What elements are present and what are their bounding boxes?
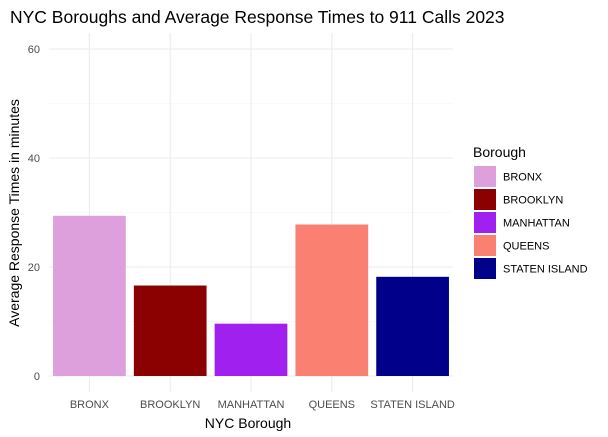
x-axis-ticks: BRONX BROOKLYN MANHATTAN QUEENS STATEN ISLAN… [70,399,455,411]
legend-key [474,189,496,210]
y-tick-label: 20 [28,262,40,274]
bar-bronx [53,215,126,376]
legend-title: Borough [473,144,526,160]
legend-key [474,166,496,187]
x-tick-label: BROOKLYN [140,399,200,411]
legend-key [474,212,496,233]
legend-label: BRONX [503,172,543,184]
legend-key [474,235,496,256]
y-tick-label: 60 [28,44,40,56]
legend-label: STATEN ISLAND [503,264,588,276]
bar-queens [295,224,369,376]
bar-manhattan [214,323,288,376]
y-tick-label: 0 [34,371,40,383]
legend: Borough BRONX BROOKLYN MANHATTAN QUEENS STAT… [473,144,588,279]
legend-label: MANHATTAN [503,218,570,230]
legend-key [474,258,496,279]
bar-staten-island [376,276,449,376]
bars [53,215,449,376]
x-tick-label: QUEENS [309,399,355,411]
y-axis-title: Average Response Times in minutes [6,99,22,327]
chart-title: NYC Boroughs and Average Response Times … [10,7,505,27]
legend-label: BROOKLYN [503,195,563,207]
bar-brooklyn [133,285,207,376]
x-tick-label: MANHATTAN [218,399,285,411]
legend-label: QUEENS [503,241,549,253]
x-axis-title: NYC Borough [205,415,291,431]
y-axis-ticks: 0 20 40 60 [28,44,40,383]
y-tick-label: 40 [28,153,40,165]
x-tick-label: STATEN ISLAND [370,399,455,411]
x-tick-label: BRONX [70,399,110,411]
